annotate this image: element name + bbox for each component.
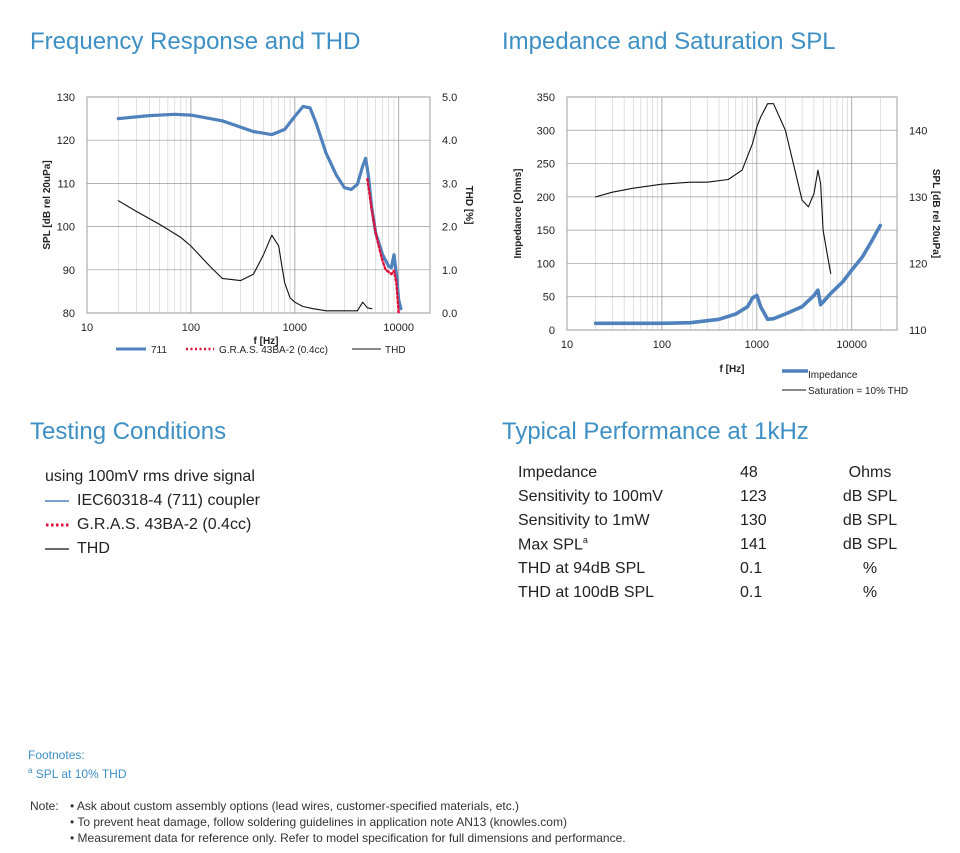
table-row: Sensitivity to 1mW 130 dB SPL [518,512,898,529]
legend-label-saturation: Saturation = 10% THD [808,386,908,397]
y2-tick-label: 1.0 [442,265,457,277]
y-axis-label: Impedance [Ohms] [513,168,524,258]
x-tick-label: 100 [182,322,200,334]
y-tick-label: 200 [537,192,555,204]
y-tick-label: 50 [543,292,555,304]
y2-tick-label: 0.0 [442,308,457,320]
x-tick-label: 1000 [745,339,769,351]
y-tick-label: 350 [537,92,555,104]
testing-item-thd: THD [45,537,260,561]
testing-item-coupler: IEC60318-4 (711) coupler [45,489,260,513]
y-tick-label: 0 [549,325,555,337]
y-tick-label: 250 [537,159,555,171]
y2-tick-label: 2.0 [442,222,457,234]
y2-tick-label: 140 [909,125,927,137]
notes-label: Note: [30,799,59,813]
legend-label-711: 711 [151,345,167,356]
x-tick-label: 1000 [283,322,307,334]
x-tick-label: 10000 [383,322,414,334]
y2-tick-label: 130 [909,192,927,204]
legend-label-impedance: Impedance [808,370,858,381]
y-tick-label: 130 [57,92,75,104]
series-line-3 [117,200,373,312]
x-tick-label: 100 [653,339,671,351]
table-row: Impedance 48 Ohms [518,464,892,481]
y2-axis-label: SPL [dB rel 20uPa] [930,169,941,258]
footnotes: Footnotes: a SPL at 10% THD [28,747,127,782]
testing-conditions-title: Testing Conditions [30,418,227,445]
legend-label-gras: G.R.A.S. 43BA-2 (0.4cc) [219,345,328,356]
y2-tick-label: 5.0 [442,92,457,104]
y2-tick-label: 4.0 [442,135,457,147]
y-tick-label: 100 [537,258,555,270]
y-tick-label: 300 [537,125,555,137]
x-axis-label: f [Hz] [720,364,745,375]
testing-conditions-list: using 100mV rms drive signal IEC60318-4 … [45,465,260,561]
y-tick-label: 150 [537,225,555,237]
note-item: • Ask about custom assembly options (lea… [70,799,520,813]
y-tick-label: 80 [63,308,75,320]
x-axis-label: f [Hz] [254,336,279,347]
series-line-2 [595,103,832,274]
y-tick-label: 110 [57,178,75,190]
plot-area [86,96,431,314]
note-item: • To prevent heat damage, follow solderi… [70,815,567,829]
x-tick-label: 10000 [836,339,867,351]
red-dotted-swatch [46,523,69,527]
y-axis-label: SPL [dB rel 20uPa] [42,160,53,249]
footnote-a: a SPL at 10% THD [28,766,127,781]
x-tick-label: 10 [561,339,573,351]
y2-tick-label: 120 [909,258,927,270]
y2-axis-label: THD [%] [463,186,474,225]
frequency-response-title: Frequency Response and THD [30,28,361,55]
series-line-1 [593,223,883,326]
testing-item-gras: G.R.A.S. 43BA-2 (0.4cc) [45,513,260,537]
blue-line-swatch [45,500,69,502]
series-line-2 [366,177,400,315]
black-line-swatch [45,548,69,550]
x-tick-label: 10 [81,322,93,334]
typical-performance-title: Typical Performance at 1kHz [502,418,809,445]
table-row: Sensitivity to 100mV 123 dB SPL [518,488,898,505]
table-row: THD at 100dB SPL 0.1% [518,584,878,601]
performance-table: Impedance 48 Ohms Sensitivity to 100mV 123 d… [518,461,930,605]
y-tick-label: 120 [57,135,75,147]
legend-label-thd: THD [385,345,406,356]
y-tick-label: 90 [63,265,75,277]
note-item: • Measurement data for reference only. R… [70,831,626,845]
y2-tick-label: 110 [909,325,927,337]
footnotes-title: Footnotes: [28,748,85,762]
table-row: THD at 94dB SPL 0.1% [518,560,878,577]
plot-area [566,96,898,331]
impedance-saturation-title: Impedance and Saturation SPL [502,28,836,55]
table-row: Max SPLa 141 dB SPL [518,535,898,554]
testing-drive-signal: using 100mV rms drive signal [45,468,255,485]
y2-tick-label: 3.0 [442,178,457,190]
y-tick-label: 100 [57,222,75,234]
series-line-1 [116,104,403,311]
